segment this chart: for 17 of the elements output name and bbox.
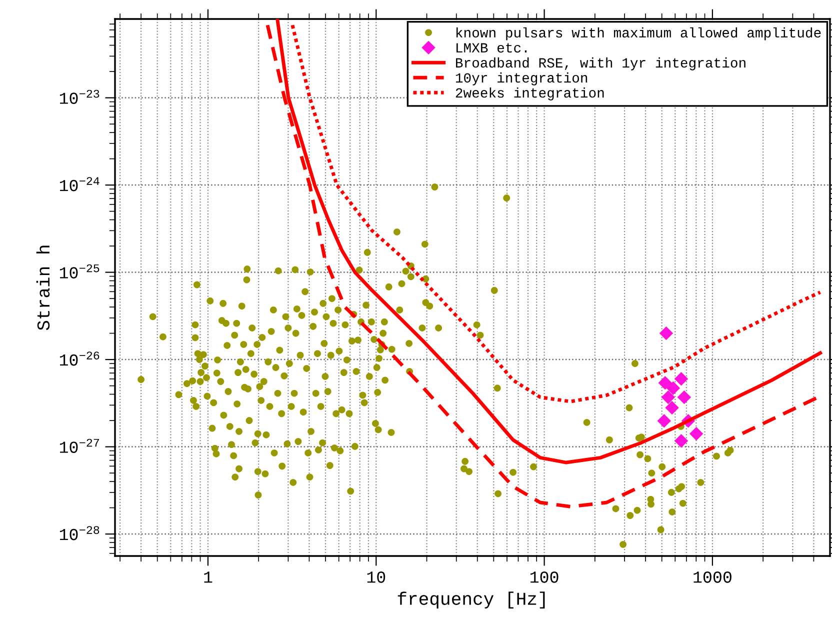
y-axis-title: Strain h — [36, 246, 50, 330]
y-tick-label: 10$^{−24}$ — [60, 177, 100, 192]
y-tick-label: 10$^{−25}$ — [60, 264, 100, 278]
x-axis-title: frequency [Hz] — [398, 592, 545, 609]
legend-label: LMXB etc. — [456, 43, 527, 53]
y-tick-label: 10$^{−27}$ — [60, 438, 99, 453]
legend-label: 10yr integration — [456, 72, 588, 86]
legend-label: known pulsars with maximum allowed amplitude — [456, 27, 821, 40]
y-tick-label: 10$^{−26}$ — [60, 352, 100, 366]
x-tick-label: 100 — [530, 572, 558, 583]
y-tick-label: 10$^{−28}$ — [60, 526, 100, 540]
legend-label: 2weeks integration — [456, 87, 604, 100]
x-tick-label: 1000 — [694, 572, 732, 583]
legend-label: Broadband RSE, with 1yr integration — [456, 57, 746, 70]
y-tick-label: 10$^{−23}$ — [60, 90, 100, 104]
x-tick-label: 1 — [204, 572, 212, 583]
x-tick-label: 10 — [367, 572, 386, 583]
